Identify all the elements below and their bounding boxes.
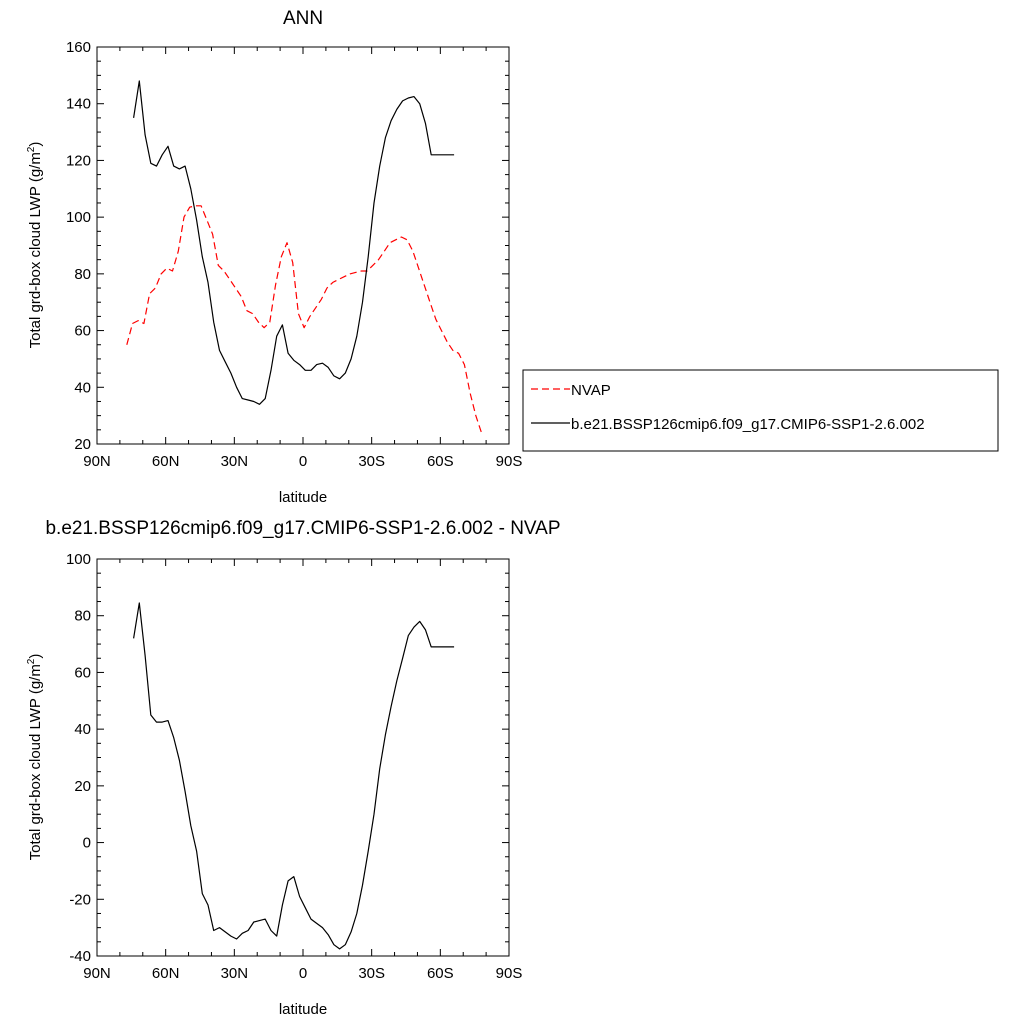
top-y-tick-label: 80 — [74, 266, 91, 283]
top-x-tick-label: 30S — [358, 453, 385, 470]
top-x-tick-label: 90N — [83, 453, 111, 470]
top-x-axis-label: latitude — [279, 489, 327, 506]
bottom-y-tick-label: 100 — [66, 551, 91, 568]
legend: NVAP b.e21.BSSP126cmip6.f09_g17.CMIP6-SS… — [522, 369, 999, 452]
top-y-tick-label: 60 — [74, 323, 91, 340]
legend-label-model: b.e21.BSSP126cmip6.f09_g17.CMIP6-SSP1-2.… — [571, 416, 925, 433]
bottom-x-tick-label: 90S — [496, 965, 523, 982]
bottom-y-axis-label: Total grd-box cloud LWP (g/m2) — [26, 654, 44, 861]
top-y-tick-label: 140 — [66, 96, 91, 113]
bottom-x-tick-label: 0 — [299, 965, 307, 982]
top-y-tick-label: 40 — [74, 379, 91, 396]
top-x-tick-label: 60N — [152, 453, 180, 470]
bottom-plot-frame — [96, 558, 510, 957]
top-series-line-1 — [133, 80, 455, 405]
top-chart-title: ANN — [283, 8, 323, 29]
bottom-series-lines — [133, 602, 455, 950]
bottom-y-tick-label: 40 — [74, 721, 91, 738]
bottom-x-tick-label: 60S — [427, 965, 454, 982]
bottom-y-tick-label: 20 — [74, 778, 91, 795]
top-y-tick-label: 120 — [66, 152, 91, 169]
bottom-x-tick-label: 30N — [221, 965, 249, 982]
top-y-axis-label: Total grd-box cloud LWP (g/m2) — [26, 142, 44, 349]
bottom-y-tick-label: -40 — [69, 948, 91, 965]
bottom-series-line-0 — [133, 602, 455, 950]
bottom-y-tick-label: -20 — [69, 891, 91, 908]
top-panel: ANN 90N 60N 30N 0 30S 60S 90S 20 40 60 80 100 120 140… — [26, 8, 522, 506]
bottom-y-tick-label: 0 — [83, 835, 91, 852]
bottom-x-tick-label: 30S — [358, 965, 385, 982]
top-series-lines — [126, 80, 483, 433]
top-plot-frame — [96, 46, 510, 445]
top-y-tick-label: 100 — [66, 209, 91, 226]
top-y-tick-label: 160 — [66, 39, 91, 56]
top-x-tick-label: 0 — [299, 453, 307, 470]
top-x-tick-label: 90S — [496, 453, 523, 470]
bottom-x-tick-label: 90N — [83, 965, 111, 982]
bottom-panel: b.e21.BSSP126cmip6.f09_g17.CMIP6-SSP1-2.… — [26, 518, 561, 1018]
bottom-chart-title: b.e21.BSSP126cmip6.f09_g17.CMIP6-SSP1-2.… — [45, 518, 560, 539]
top-y-tick-label: 20 — [74, 436, 91, 453]
top-series-line-0 — [126, 205, 483, 433]
bottom-x-tick-label: 60N — [152, 965, 180, 982]
bottom-x-axis-label: latitude — [279, 1001, 327, 1018]
top-x-tick-label: 30N — [221, 453, 249, 470]
bottom-y-tick-label: 80 — [74, 608, 91, 625]
bottom-y-tick-label: 60 — [74, 664, 91, 681]
legend-box — [522, 369, 999, 452]
top-x-tick-label: 60S — [427, 453, 454, 470]
legend-label-nvap: NVAP — [571, 382, 611, 399]
bottom-axis-ticks: 90N 60N 30N 0 30S 60S 90S -40 -20 0 20 40 60 80 100 — [66, 551, 522, 982]
top-axis-ticks: 90N 60N 30N 0 30S 60S 90S 20 40 60 80 100 120 140 160 — [66, 39, 522, 470]
